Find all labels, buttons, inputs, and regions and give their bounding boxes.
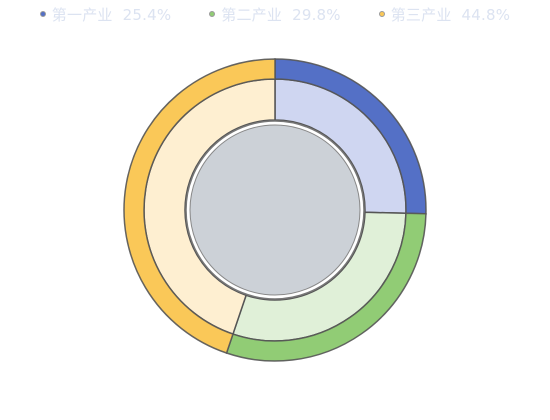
legend-marker-tertiary-industry bbox=[378, 11, 385, 17]
legend-label-primary-industry: 第一产业 bbox=[51, 5, 113, 24]
legend: 第一产业 25.4% 第二产业 29.8% 第三产业 44.8% bbox=[0, 3, 550, 25]
legend-item-primary-industry[interactable]: 第一产业 25.4% bbox=[39, 4, 172, 25]
center-disc bbox=[189, 124, 361, 296]
legend-value-secondary-industry: 29.8% bbox=[292, 5, 341, 24]
legend-label-tertiary-industry: 第三产业 bbox=[390, 5, 452, 24]
legend-item-secondary-industry[interactable]: 第二产业 29.8% bbox=[209, 4, 341, 25]
legend-marker-secondary-industry bbox=[209, 11, 216, 17]
legend-marker-primary-industry bbox=[39, 11, 46, 17]
legend-value-primary-industry: 25.4% bbox=[122, 5, 172, 24]
legend-label-secondary-industry: 第二产业 bbox=[221, 5, 283, 24]
legend-item-tertiary-industry[interactable]: 第三产业 44.8% bbox=[378, 4, 511, 25]
legend-value-tertiary-industry: 44.8% bbox=[461, 5, 511, 24]
outer-slice-tertiary-industry[interactable] bbox=[123, 58, 276, 354]
